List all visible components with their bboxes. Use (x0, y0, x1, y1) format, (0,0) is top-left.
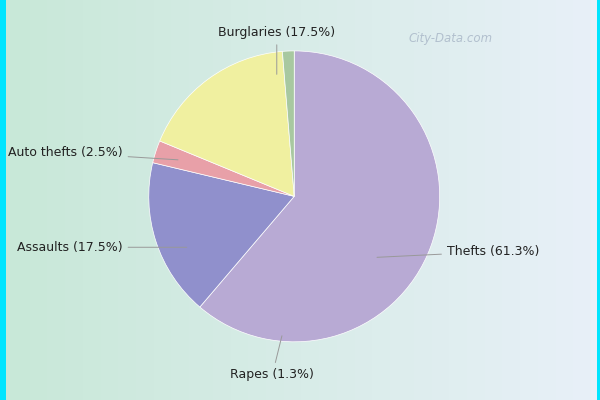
Wedge shape (200, 51, 440, 342)
Text: Assaults (17.5%): Assaults (17.5%) (17, 241, 187, 254)
Wedge shape (283, 51, 294, 196)
Text: City-Data.com: City-Data.com (408, 32, 492, 45)
Wedge shape (153, 141, 294, 196)
Text: Auto thefts (2.5%): Auto thefts (2.5%) (8, 146, 178, 160)
Text: Burglaries (17.5%): Burglaries (17.5%) (218, 26, 335, 74)
Text: Thefts (61.3%): Thefts (61.3%) (377, 245, 539, 258)
Text: Rapes (1.3%): Rapes (1.3%) (230, 336, 314, 381)
Wedge shape (149, 163, 294, 307)
Wedge shape (160, 51, 294, 196)
